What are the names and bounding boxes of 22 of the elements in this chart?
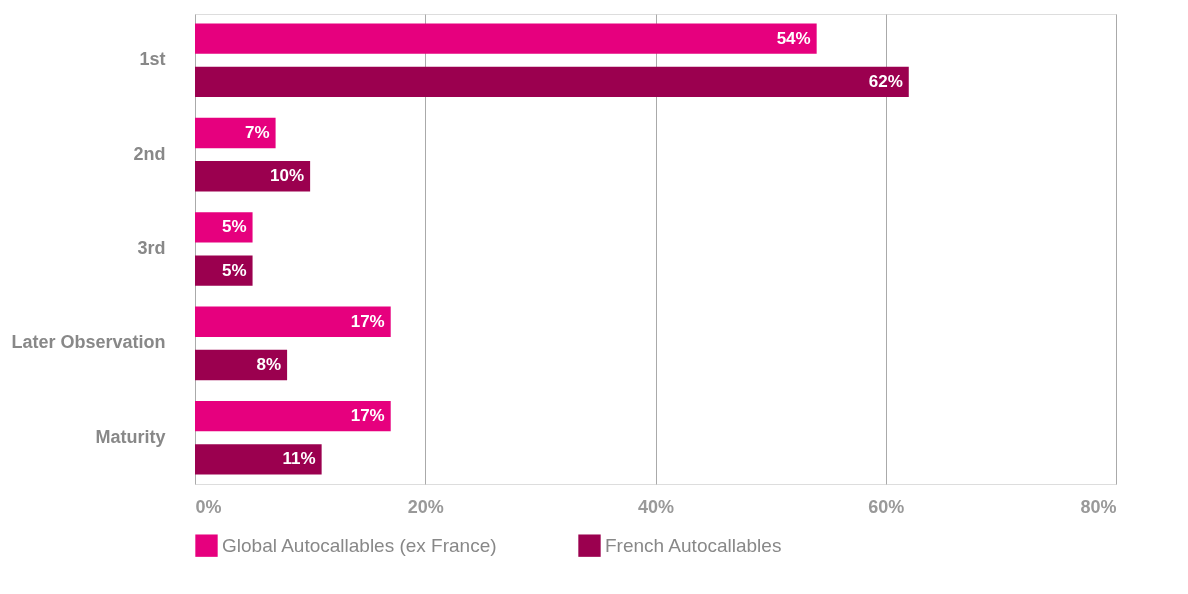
data-label: 5%	[221, 260, 247, 280]
data-label: 54%	[776, 28, 811, 48]
data-label: 7%	[245, 122, 270, 142]
x-tick-label: 40%	[637, 496, 675, 517]
data-label: 10%	[270, 166, 305, 186]
y-tick-label: 2nd	[133, 143, 166, 164]
data-label: 11%	[282, 449, 316, 469]
y-tick-label: Maturity	[95, 426, 166, 447]
x-tick-label: 20%	[407, 496, 444, 517]
x-tick-label: 80%	[1080, 496, 1117, 517]
data-label: 17%	[350, 311, 385, 331]
legend-label: French Autocallables	[605, 534, 782, 556]
x-tick-label: 60%	[868, 496, 905, 517]
y-tick-label: 1st	[139, 49, 166, 70]
y-tick-label: Later Observation	[11, 332, 166, 353]
legend-label: Global Autocallables (ex France)	[222, 534, 497, 556]
data-label: 5%	[221, 217, 247, 237]
y-tick-label: 3rd	[137, 238, 166, 258]
data-label: 17%	[350, 406, 385, 426]
data-label: 62%	[868, 71, 903, 91]
data-label: 8%	[256, 355, 282, 375]
x-tick-label: 0%	[195, 496, 222, 517]
